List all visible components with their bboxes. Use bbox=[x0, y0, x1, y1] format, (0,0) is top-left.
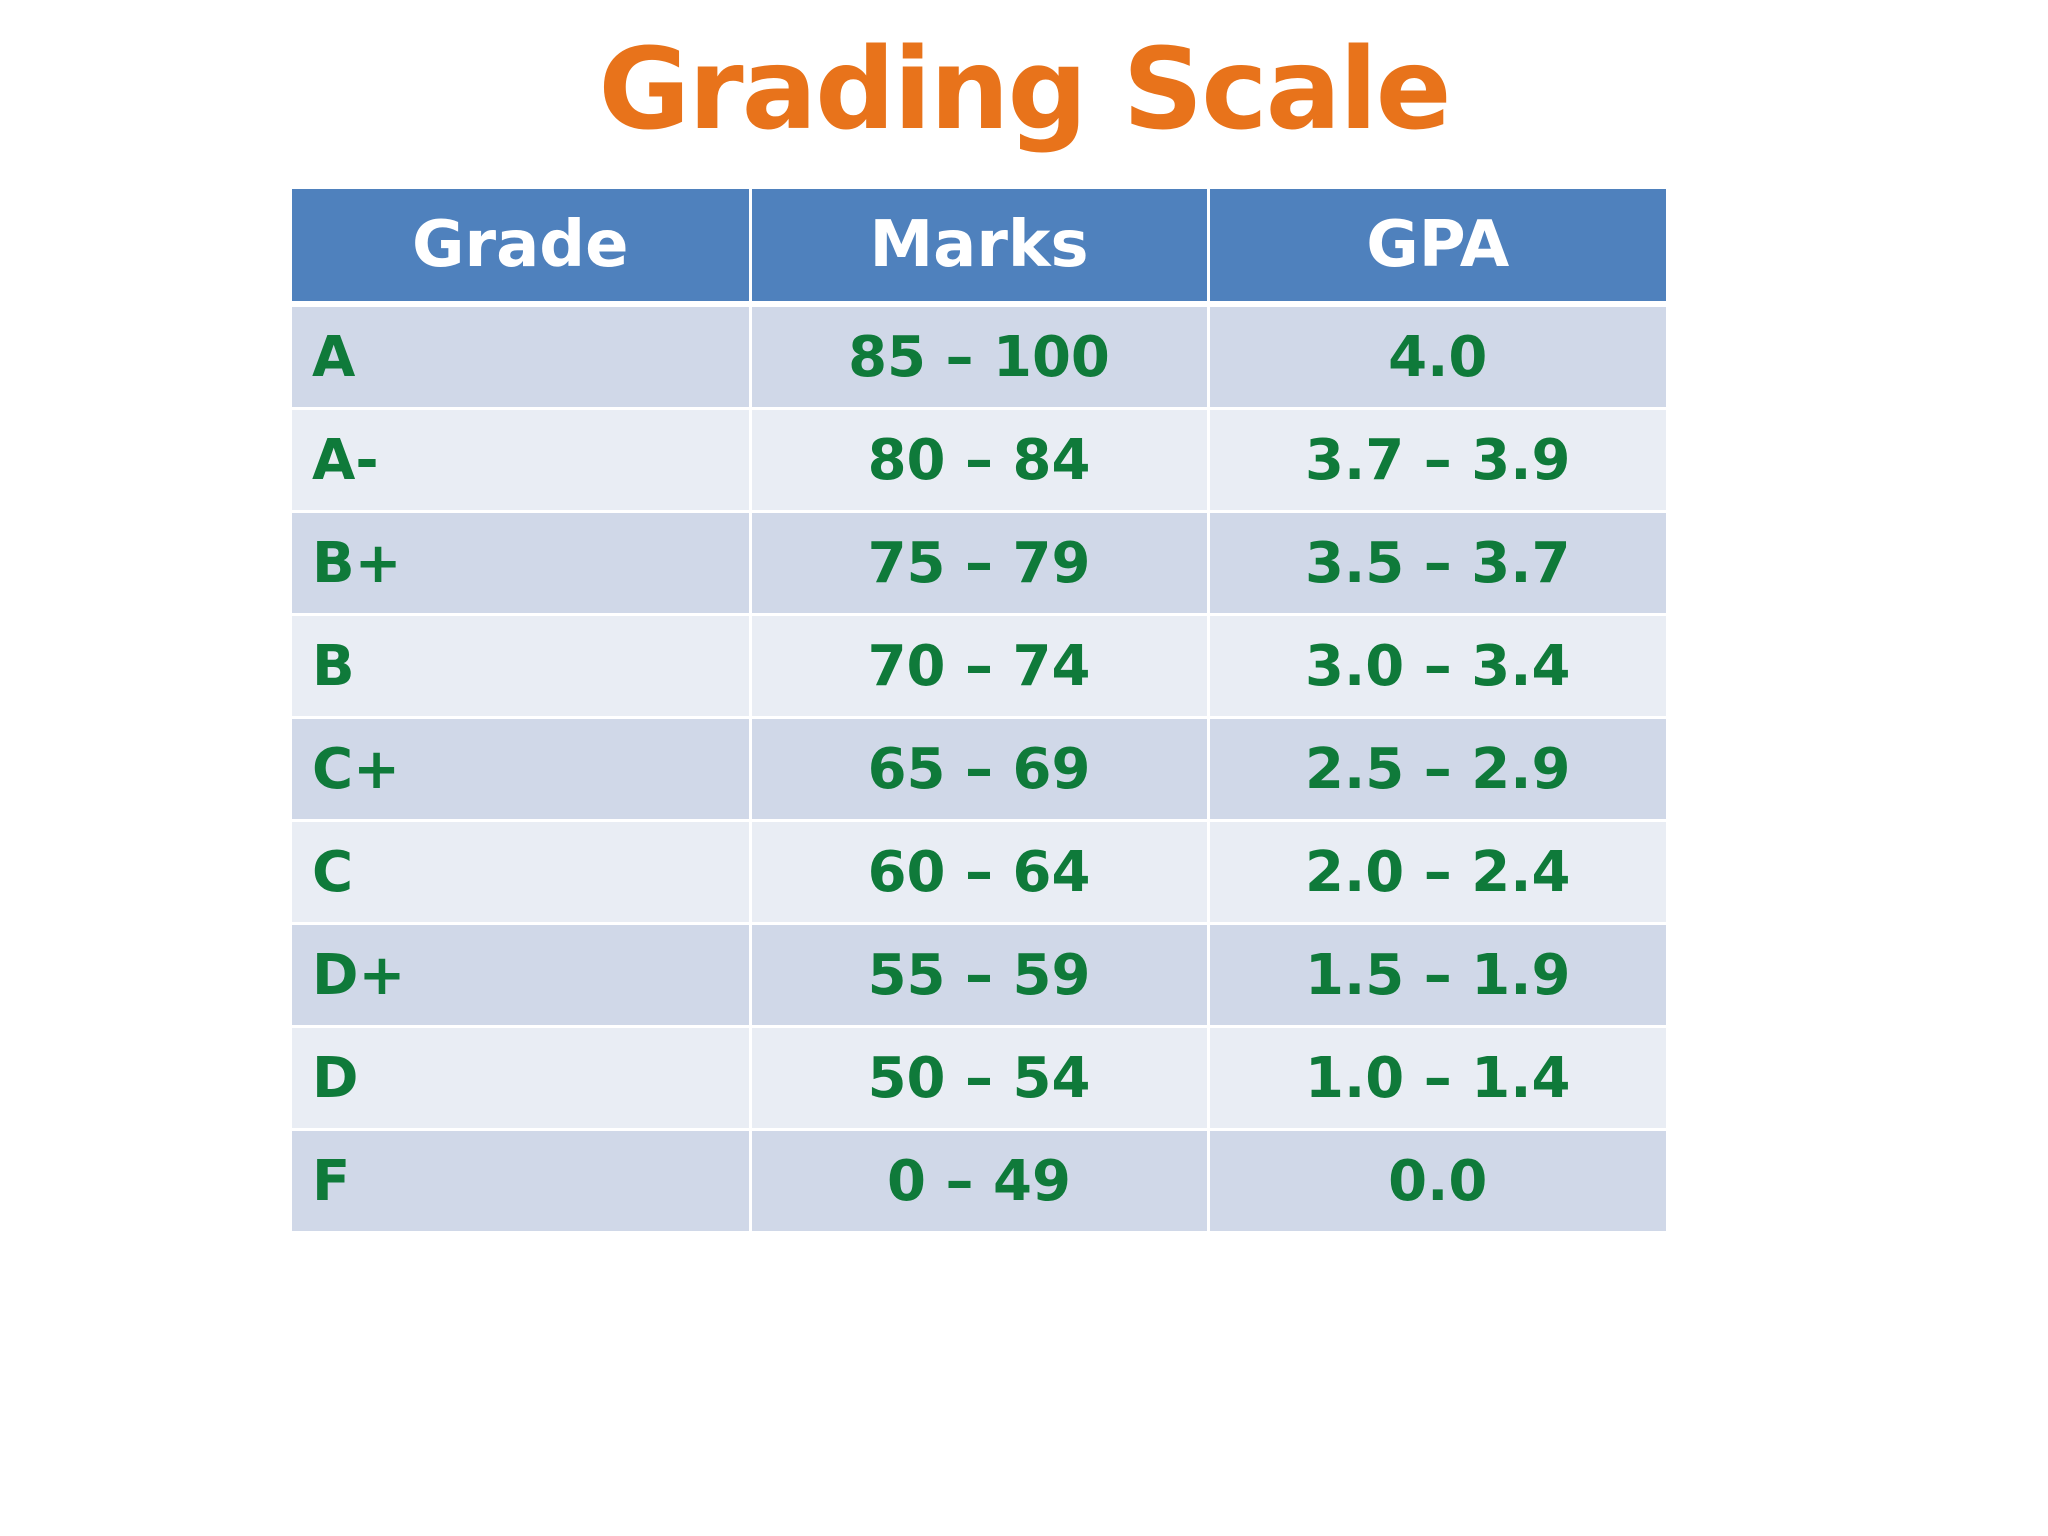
table-row: B 70 – 74 3.0 – 3.4 bbox=[292, 613, 1666, 718]
gpa-cell: 1.5 – 1.9 bbox=[1206, 922, 1666, 1027]
page-title: Grading Scale bbox=[598, 25, 1451, 155]
marks-cell: 55 – 59 bbox=[748, 922, 1208, 1027]
gpa-cell: 2.5 – 2.9 bbox=[1206, 716, 1666, 821]
gpa-cell: 0.0 bbox=[1206, 1128, 1666, 1231]
column-header-marks: Marks bbox=[748, 189, 1208, 307]
marks-cell: 75 – 79 bbox=[748, 510, 1208, 615]
table-row: B+ 75 – 79 3.5 – 3.7 bbox=[292, 510, 1666, 615]
marks-cell: 85 – 100 bbox=[748, 302, 1208, 409]
table-row: A- 80 – 84 3.7 – 3.9 bbox=[292, 407, 1666, 512]
grade-cell: A- bbox=[292, 407, 750, 512]
marks-cell: 80 – 84 bbox=[748, 407, 1208, 512]
grade-cell: D+ bbox=[292, 922, 750, 1027]
marks-cell: 70 – 74 bbox=[748, 613, 1208, 718]
table-row: C+ 65 – 69 2.5 – 2.9 bbox=[292, 716, 1666, 821]
gpa-cell: 2.0 – 2.4 bbox=[1206, 819, 1666, 924]
grade-cell: F bbox=[292, 1128, 750, 1231]
gpa-cell: 1.0 – 1.4 bbox=[1206, 1025, 1666, 1130]
grade-cell: D bbox=[292, 1025, 750, 1130]
table-row: C 60 – 64 2.0 – 2.4 bbox=[292, 819, 1666, 924]
gpa-cell: 4.0 bbox=[1206, 302, 1666, 409]
table-row: D+ 55 – 59 1.5 – 1.9 bbox=[292, 922, 1666, 1027]
marks-cell: 0 – 49 bbox=[748, 1128, 1208, 1231]
grade-cell: B+ bbox=[292, 510, 750, 615]
gpa-cell: 3.5 – 3.7 bbox=[1206, 510, 1666, 615]
marks-cell: 65 – 69 bbox=[748, 716, 1208, 821]
column-header-gpa: GPA bbox=[1206, 189, 1666, 307]
table-row: A 85 – 100 4.0 bbox=[292, 302, 1666, 409]
marks-cell: 60 – 64 bbox=[748, 819, 1208, 924]
table-row: D 50 – 54 1.0 – 1.4 bbox=[292, 1025, 1666, 1130]
table-header-row: Grade Marks GPA bbox=[292, 189, 1666, 307]
grade-cell: B bbox=[292, 613, 750, 718]
column-header-grade: Grade bbox=[292, 189, 750, 307]
grade-cell: A bbox=[292, 302, 750, 409]
table-row: F 0 – 49 0.0 bbox=[292, 1128, 1666, 1231]
gpa-cell: 3.7 – 3.9 bbox=[1206, 407, 1666, 512]
grade-cell: C bbox=[292, 819, 750, 924]
grading-scale-table: Grade Marks GPA A 85 – 100 4.0 A- 80 – 8… bbox=[292, 189, 1666, 1231]
grade-cell: C+ bbox=[292, 716, 750, 821]
marks-cell: 50 – 54 bbox=[748, 1025, 1208, 1130]
gpa-cell: 3.0 – 3.4 bbox=[1206, 613, 1666, 718]
